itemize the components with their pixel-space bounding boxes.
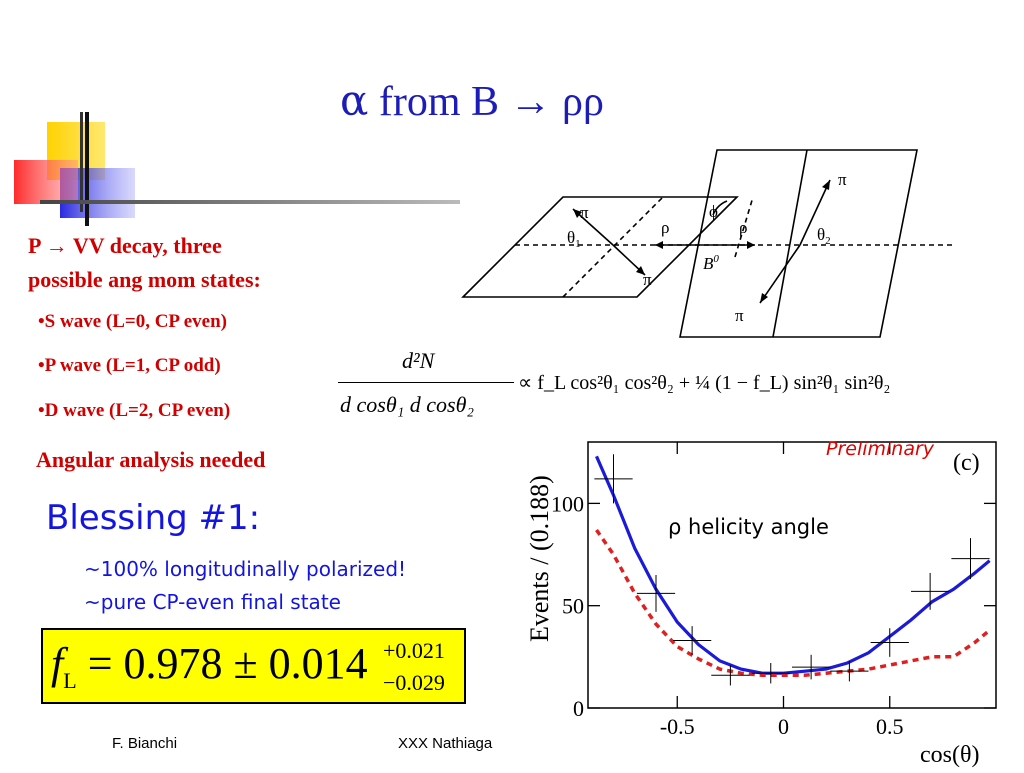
label-pi-left-down: π [643, 270, 652, 289]
blessing-heading: Blessing #1: [46, 498, 261, 538]
pion-left-down-arrowhead [636, 266, 645, 275]
x-tick-label: 0 [778, 714, 789, 739]
chart-y-axis-label: Events / (0.188) [525, 475, 554, 642]
y-tick-label: 50 [562, 594, 584, 619]
equation-fraction-bar [338, 382, 514, 383]
y-tick-label: 0 [573, 696, 584, 721]
result-box: fL = 0.978 ± 0.014 +0.021 −0.029 [41, 628, 466, 704]
x-tick-label: 0.5 [876, 714, 904, 739]
bullet-s-wave: •S wave (L=0, CP even) [38, 311, 227, 332]
helicity-annotation: ρ helicity angle [668, 515, 829, 539]
equation-numerator: d²N [402, 348, 435, 373]
left-plane-diagonal [562, 196, 664, 298]
decay-planes-svg: π θ1 π ρ ρ ϕ B0 π θ2 π [461, 149, 955, 338]
right-plane-center-line [772, 149, 808, 338]
label-b0: B0 [703, 253, 719, 273]
intro-line-2: possible ang mom states: [28, 267, 261, 292]
label-pi-left-up: π [580, 203, 589, 222]
helicity-chart: -0.5 0 0.5 0 50 100 Events / (0.188) cos(θ) (… [510, 432, 1020, 768]
result-formula: fL = 0.978 ± 0.014 [51, 638, 368, 694]
x-tick-label: -0.5 [660, 714, 695, 739]
pion-right-down-arrowhead [760, 293, 768, 303]
result-f: f [51, 639, 64, 688]
chart-panel-label: (c) [953, 450, 980, 476]
y-tick-label: 100 [551, 491, 584, 516]
result-f-sub: L [63, 667, 77, 693]
equation-denominator: d cosθ₁ d cosθ₂ [340, 392, 475, 417]
corner-squares-graphic [14, 112, 460, 226]
title-alpha-symbol: α [340, 76, 369, 125]
helicity-chart-svg: -0.5 0 0.5 0 50 100 Events / (0.188) cos(θ) (… [525, 438, 997, 768]
result-value: = 0.978 ± 0.014 [76, 639, 368, 688]
fit-curve-total [595, 455, 991, 675]
blessing-line-1: ~100% longitudinally polarized! [84, 557, 407, 581]
label-pi-right-down: π [735, 306, 744, 325]
intro-line-1: P → VV decay, three [28, 233, 222, 258]
right-plane-diagonal [734, 196, 754, 258]
label-theta2: θ2 [817, 225, 831, 247]
rho-right-arrowhead [747, 241, 755, 249]
angular-equation: d²N d cosθ₁ d cosθ₂ ∝ f_L cos²θ₁ cos²θ₂ … [338, 346, 1024, 426]
chart-plot-frame [587, 441, 997, 709]
label-rho-left: ρ [661, 218, 669, 237]
label-theta1: θ1 [567, 228, 581, 250]
right-decay-plane [679, 149, 918, 338]
pion-arrow-left-up [572, 208, 614, 246]
title-text: from B → ρρ [368, 79, 604, 125]
corner-decoration [0, 0, 470, 240]
pion-arrow-right-down [759, 244, 801, 304]
label-phi: ϕ [709, 202, 718, 221]
bullet-p-wave: •P wave (L=1, CP odd) [38, 355, 221, 376]
pion-right-up-arrowhead [822, 180, 830, 190]
result-error-up: +0.021 [383, 638, 445, 663]
bullet-d-wave: •D wave (L=2, CP even) [38, 400, 231, 421]
footer-author: F. Bianchi [112, 735, 178, 752]
pion-left-up-arrowhead [573, 209, 582, 218]
footer-conference: XXX Nathiaga [398, 735, 493, 752]
label-rho-right: ρ [739, 218, 747, 237]
blessing-line-2: ~pure CP-even final state [84, 590, 341, 614]
fit-curve-component [595, 529, 991, 678]
result-error-down: −0.029 [383, 670, 445, 695]
pion-arrow-right-up [799, 179, 831, 246]
left-decay-plane [461, 196, 739, 298]
angular-note: Angular analysis needed [36, 447, 266, 472]
rho-left-arrowhead [655, 241, 663, 249]
preliminary-label: Preliminary [826, 438, 935, 460]
decay-planes-diagram: π θ1 π ρ ρ ϕ B0 π θ2 π [455, 145, 1005, 345]
equation-rhs: ∝ f_L cos²θ₁ cos²θ₂ + ¼ (1 − f_L) sin²θ₁… [518, 372, 891, 394]
label-pi-right-up: π [838, 170, 847, 189]
chart-x-axis-label: cos(θ) [920, 742, 979, 768]
slide-title: α from B → ρρ [340, 76, 604, 126]
phi-arc [712, 200, 728, 216]
